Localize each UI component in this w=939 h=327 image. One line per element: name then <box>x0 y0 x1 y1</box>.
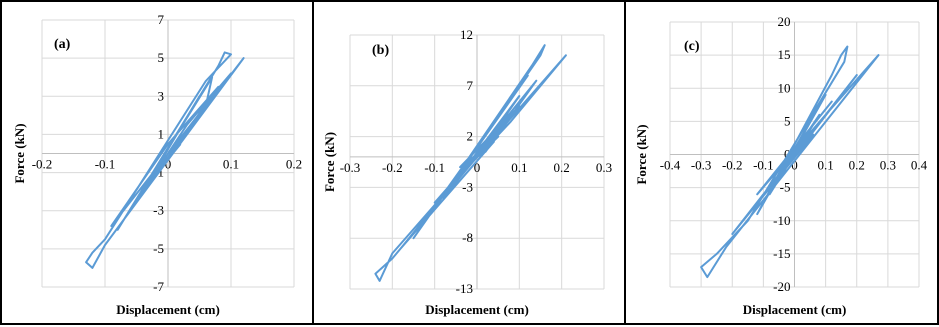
chart-b-y-axis-title: Force (kN) <box>322 132 337 192</box>
chart-c-panel-label: (c) <box>684 39 700 54</box>
chart-c-y-tick-label: 15 <box>778 47 791 62</box>
chart-a-x-axis-title: Displacement (cm) <box>116 302 220 317</box>
chart-c-y-tick-label: -10 <box>773 213 790 228</box>
chart-a-y-tick-label: 1 <box>158 126 165 141</box>
chart-panel-b: -13 -8 -3 2 7 12 -0.3 -0.2 -0.1 0 0.1 0.2 0.3 (b) Disp… <box>314 0 626 325</box>
chart-c-x-tick-label: 0.4 <box>911 158 928 173</box>
chart-c-x-tick-label: -0.3 <box>691 158 712 173</box>
chart-c-y-tick-label: -15 <box>773 246 790 261</box>
chart-c-y-axis-title: Force (kN) <box>634 124 649 184</box>
chart-c-y-tick-label: -20 <box>773 279 790 294</box>
chart-c-x-tick-label: 0.3 <box>880 158 896 173</box>
chart-c-y-tick-label: 10 <box>778 80 791 95</box>
chart-a-y-tick-label: 7 <box>158 12 165 27</box>
chart-c-y-tick-label: 5 <box>784 113 791 128</box>
chart-panel-c: -20 -15 -10 -5 0 5 10 15 20 -0.4 -0.3 -0.2 -0.1 0 0.1 0… <box>626 0 939 325</box>
chart-a-y-axis-title: Force (kN) <box>12 123 27 183</box>
chart-b-x-tick-label: 0.1 <box>511 160 527 175</box>
chart-c-x-tick-label: -0.1 <box>753 158 774 173</box>
chart-b-y-tick-label: 7 <box>467 78 474 93</box>
chart-b-x-tick-label: -0.3 <box>340 160 361 175</box>
chart-a-x-tick-label: -0.1 <box>95 157 116 172</box>
chart-a-y-tick-label: -3 <box>153 203 164 218</box>
chart-b-x-axis-title: Displacement (cm) <box>425 302 529 317</box>
chart-b-y-tick-label: 2 <box>467 129 474 144</box>
chart-b-x-tick-label: -0.2 <box>382 160 403 175</box>
chart-panel-a: -7 -5 -3 -1 1 3 5 7 -0.2 -0.1 0 0.1 0.2 (a) Displaceme… <box>0 0 314 325</box>
chart-a-y-tick-label: -7 <box>153 279 164 294</box>
chart-c-x-tick-label: -0.2 <box>722 158 743 173</box>
chart-c-y-tick-label: 20 <box>778 14 791 29</box>
chart-b-x-tick-label: 0.3 <box>596 160 612 175</box>
chart-a-y-tick-label: -5 <box>153 241 164 256</box>
chart-c-x-tick-label: 0.1 <box>818 158 834 173</box>
chart-a-panel-label: (a) <box>54 37 71 52</box>
chart-b-panel-label: (b) <box>372 43 389 58</box>
chart-c-y-tick-label: -5 <box>780 180 791 195</box>
chart-c-x-tick-label: -0.4 <box>660 158 681 173</box>
chart-a-x-tick-label: 0.1 <box>223 157 239 172</box>
chart-b-y-tick-label: -13 <box>456 281 473 296</box>
chart-a-y-tick-label: 5 <box>158 50 165 65</box>
chart-b-y-tick-label: -3 <box>462 179 473 194</box>
chart-b-y-tick-label: -8 <box>462 230 473 245</box>
chart-c-x-tick-label: 0.2 <box>849 158 865 173</box>
chart-b-y-tick-label: 12 <box>460 27 473 42</box>
chart-a-x-tick-label: 0.2 <box>286 157 302 172</box>
chart-b-x-tick-label: -0.1 <box>424 160 445 175</box>
chart-a-y-tick-label: 3 <box>158 88 165 103</box>
chart-c-x-axis-title: Displacement (cm) <box>743 302 847 317</box>
chart-b-x-tick-label: 0.2 <box>554 160 570 175</box>
chart-a-x-tick-label: -0.2 <box>32 157 53 172</box>
